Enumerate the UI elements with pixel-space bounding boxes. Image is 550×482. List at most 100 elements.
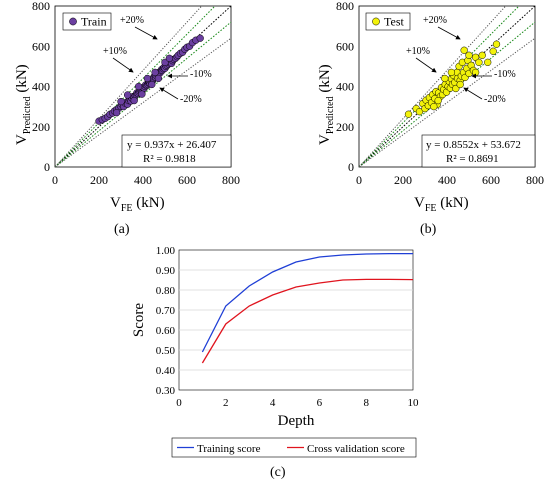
equation-box (421, 134, 536, 168)
y-tick-label: 0.90 (156, 265, 176, 277)
legend-box (62, 12, 112, 31)
panel-label: (b) (420, 222, 437, 237)
y-axis-label: Score (131, 303, 147, 337)
band-annotations: +20% +10% -10% -20% (103, 15, 212, 105)
band-label-plus10: +10% (406, 46, 430, 57)
grid-lines (179, 269, 413, 371)
x-tick-label: 800 (526, 173, 544, 187)
legend-marker (69, 17, 77, 26)
x-tick-label: 8 (363, 397, 369, 409)
data-point (475, 58, 483, 66)
y-tick-label: 600 (32, 39, 50, 53)
y-tick-label: 0.50 (156, 345, 176, 357)
x-tick-label: 600 (482, 173, 500, 187)
y-tick-label: 0.40 (156, 365, 176, 377)
x-tick-label: 400 (134, 173, 152, 187)
y-axis-label: VPredicted (kN) (14, 64, 33, 145)
band-arrow-minus20 (463, 87, 483, 100)
r-squared: R² = 0.9818 (143, 153, 196, 165)
cross-validation-score-line (201, 278, 414, 364)
x-tick-label: 0 (356, 173, 362, 187)
x-tick-label: 600 (178, 173, 196, 187)
data-point (492, 40, 501, 48)
x-tick-label: 2 (223, 397, 229, 409)
band-line-minus10 (55, 21, 231, 167)
band-label-plus10: +10% (103, 46, 127, 57)
x-tick-label: 200 (394, 173, 412, 187)
y-tick-labels: 0 200 400 600 800 (32, 0, 50, 174)
band-line-minus10 (359, 21, 535, 167)
data-point (434, 96, 442, 105)
band-label-plus20: +20% (423, 15, 447, 26)
data-point (456, 80, 464, 89)
band-line-plus10 (55, 6, 216, 167)
data-point (404, 110, 413, 118)
regression-equation: y = 0.937x + 26.407 (127, 139, 217, 151)
legend-marker (372, 17, 380, 26)
x-tick-label: 10 (408, 397, 420, 409)
y-axis-label: VPredicted (kN) (317, 64, 336, 145)
data-point (148, 80, 156, 89)
legend: Training score Cross validation score (171, 437, 417, 458)
x-axis-label: VFE (kN) (110, 195, 165, 214)
data-point (123, 91, 132, 99)
x-tick-label: 800 (222, 173, 240, 187)
x-tick-label: 4 (270, 397, 276, 409)
panel-label: (a) (114, 222, 130, 237)
legend-label: Test (384, 15, 404, 29)
band-label-minus20: -20% (484, 94, 506, 105)
legend-label-training: Training score (197, 443, 261, 455)
r-squared: R² = 0.8691 (446, 153, 499, 165)
data-points (404, 40, 501, 118)
data-point (484, 58, 492, 66)
legend-label: Train (81, 15, 107, 29)
x-tick-label: 0 (176, 397, 182, 409)
equation-box (121, 134, 232, 168)
band-annotations: +20% +10% -10% -20% (406, 15, 516, 105)
y-tick-label: 0.60 (156, 325, 176, 337)
x-tick-labels: 0 200 400 600 800 (356, 173, 544, 187)
data-point (165, 54, 174, 62)
x-axis-label: Depth (278, 413, 315, 429)
legend: Train (62, 12, 112, 31)
band-label-minus10: -10% (494, 69, 516, 80)
y-tick-labels: 0.30 0.40 0.50 0.60 0.70 0.80 0.90 1.00 (156, 245, 176, 397)
band-label-plus20: +20% (120, 15, 144, 26)
panel-b-test: 0 200 400 600 800 0 200 400 600 800 Test +20% +1… (317, 0, 544, 237)
x-tick-labels: 0 2 4 6 8 10 (176, 397, 419, 409)
x-tick-label: 0 (52, 173, 58, 187)
x-tick-label: 200 (90, 173, 108, 187)
y-tick-label: 800 (336, 0, 354, 13)
data-point (112, 109, 121, 117)
data-point (143, 74, 152, 83)
data-point (196, 34, 204, 42)
y-tick-label: 600 (336, 39, 354, 53)
data-point (154, 74, 163, 83)
x-tick-label: 6 (317, 397, 323, 409)
data-point (151, 68, 159, 77)
y-tick-label: 400 (32, 80, 50, 94)
y-tick-label: 400 (336, 80, 354, 94)
data-point (447, 68, 456, 77)
data-point (465, 51, 473, 59)
data-point (441, 74, 449, 83)
data-points (95, 34, 204, 125)
x-axis-label: VFE (kN) (414, 195, 469, 214)
band-arrow-plus10 (415, 57, 437, 73)
panel-a-train: 0 200 400 600 800 0 200 400 600 800 Train +20% +… (14, 0, 240, 237)
band-arrow-plus20 (437, 26, 461, 40)
y-tick-label: 0 (348, 160, 354, 174)
y-tick-label: 200 (32, 120, 50, 134)
regression-equation: y = 0.8552x + 53.672 (426, 139, 521, 151)
plot-area (178, 249, 414, 391)
band-arrow-plus20 (134, 26, 158, 40)
band-arrow-plus10 (112, 57, 134, 73)
legend-box (365, 12, 411, 31)
data-point (134, 82, 143, 91)
data-point (489, 47, 497, 55)
legend: Test (365, 12, 411, 31)
data-point (471, 53, 480, 61)
y-tick-labels: 0 200 400 600 800 (336, 0, 354, 174)
data-point (117, 97, 125, 106)
